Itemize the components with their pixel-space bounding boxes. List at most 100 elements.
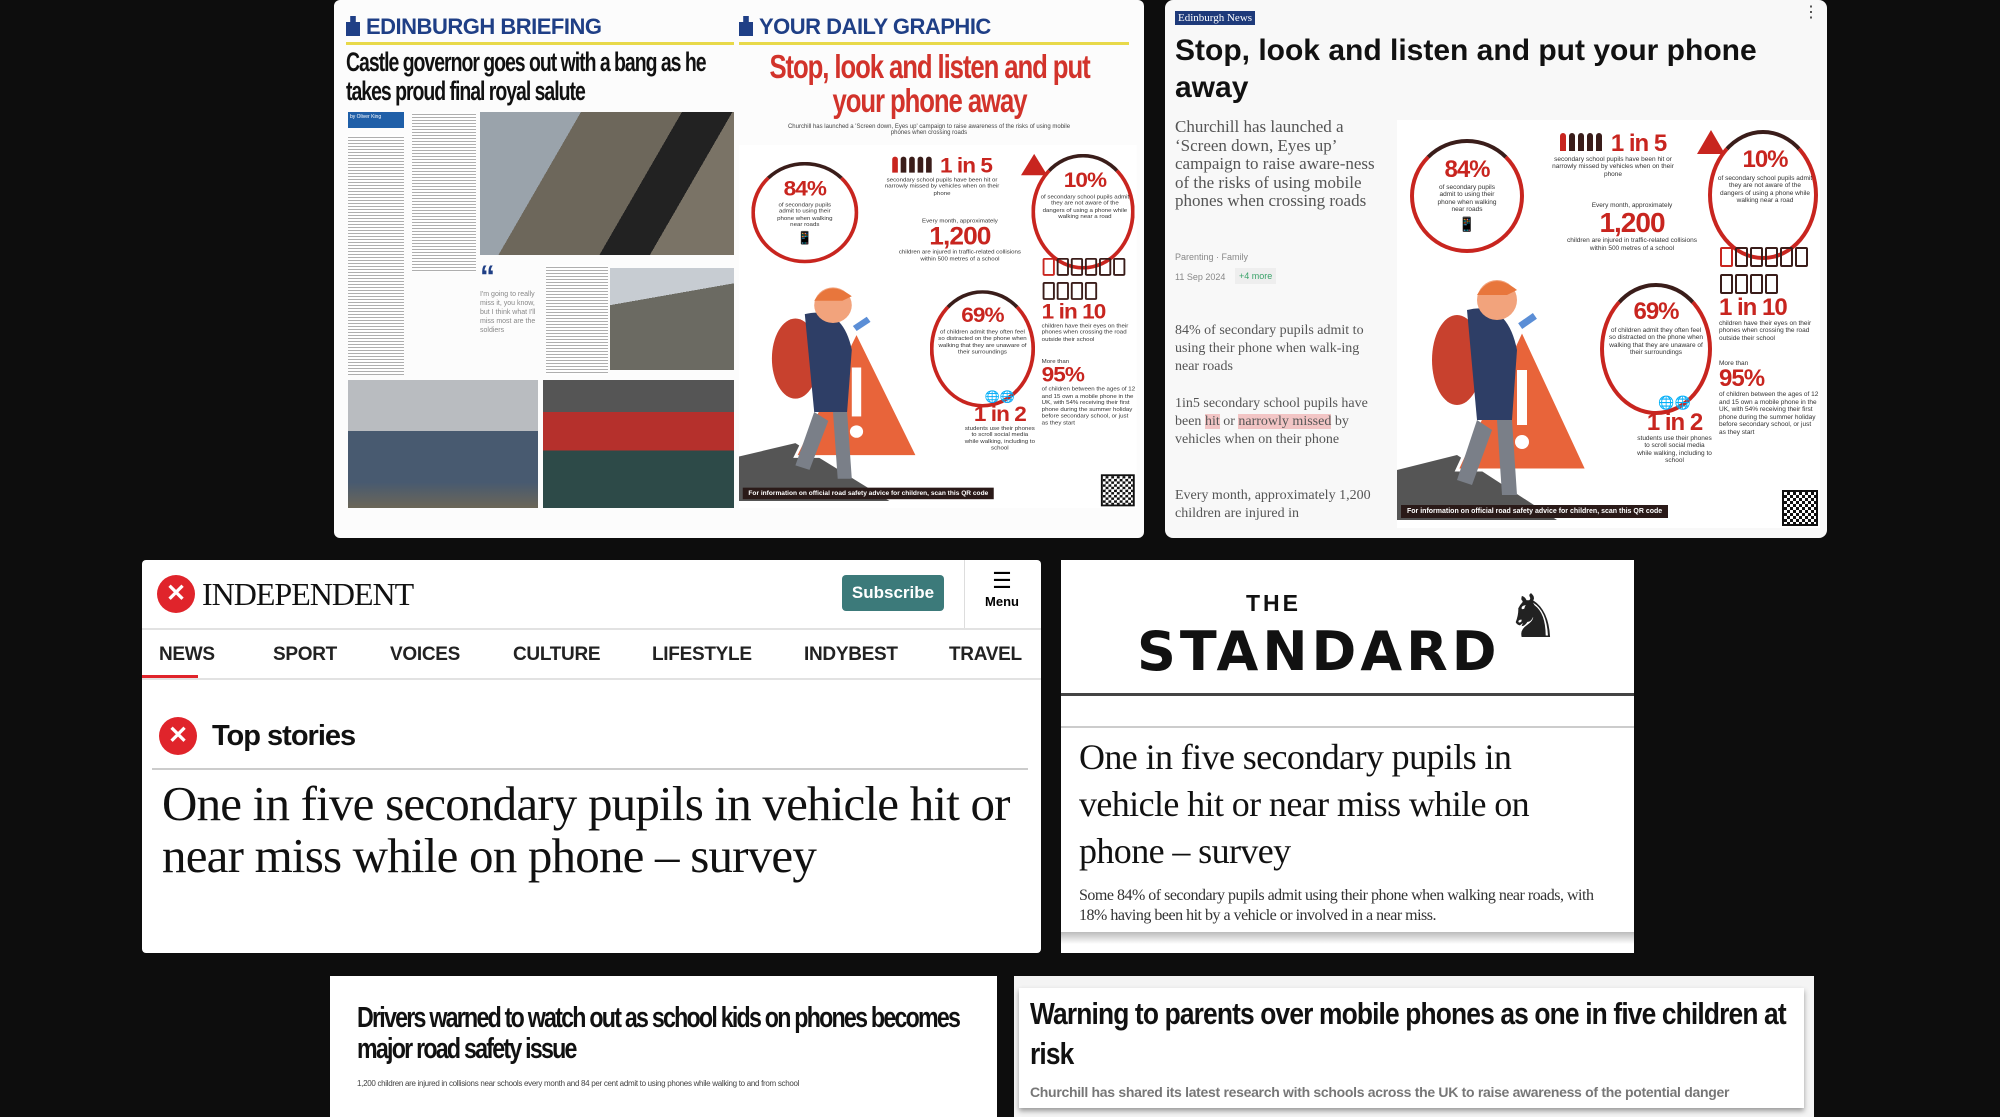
stat-69-percent: 69% of children admit they often feel so … [1609,300,1703,357]
stat-1-in-5: 1 in 5 secondary school pupils have been … [1543,132,1683,178]
card-surface [1019,988,1804,1108]
qr-code[interactable] [1100,474,1135,507]
nav-lifestyle[interactable]: LIFESTYLE [652,644,752,665]
stat-84-percent: 84% of secondary pupils admit to using th… [1417,158,1517,233]
article-title[interactable]: Stop, look and listen and put your phone… [1175,34,1757,104]
cherub-logo-icon: ♞ [1506,583,1560,650]
phone-icons-grid [1042,257,1136,305]
warning-icon [1697,130,1725,154]
article-tags[interactable]: Parenting · Family [1175,252,1249,262]
nav-indybest[interactable]: INDYBEST [804,644,898,665]
eagle-logo-icon: ✕ [157,575,195,613]
article-paragraph: 84% of secondary pupils admit to using t… [1175,323,1364,374]
headline[interactable]: Drivers warned to watch out as school ki… [357,1002,961,1065]
phone-tap-icon: 📱 [1458,215,1476,232]
hamburger-icon: ☰ [992,568,1012,593]
section-header-edinburgh-briefing: EDINBURGH BRIEFING [346,14,734,45]
stat-text: of children admit they often feel so dis… [938,329,1027,356]
phone-tap-icon: 📱 [796,230,813,245]
active-tab-indicator [142,675,198,680]
stat-text: children are injured in traffic-related … [1567,237,1697,252]
stat-value: 1 in 2 [973,402,1027,427]
graphic-intro: Churchill has launched a 'Screen down, E… [787,124,1071,136]
boy-on-phone-illustration [739,287,920,501]
stat-text: children have their eyes on their phones… [1719,320,1812,342]
headline[interactable]: One in five secondary pupils in vehicle … [1079,737,1530,871]
shadow-divider [1061,932,1634,944]
stat-text: children are injured in traffic-related … [898,249,1021,263]
stat-text: students use their phones to scroll soci… [1637,435,1712,465]
stat-1-in-10: 1 in 10 children have their eyes on their… [1042,301,1136,343]
stat-value: 1 in 5 [1610,130,1667,157]
stat-text: of secondary pupils admit to using their… [1437,184,1497,214]
headline-card-warning-to-parents: Warning to parents over mobile phones as… [1014,976,1814,1117]
stat-text: of children between the ages of 12 and 1… [1041,386,1136,427]
stat-text: secondary school pupils have been hit or… [1552,156,1674,178]
qr-footer-text: For information on official road safety … [1401,505,1669,518]
menu-button[interactable]: ☰ Menu [977,568,1027,624]
nav-culture[interactable]: CULTURE [513,644,601,665]
text: by vehicles when on their phone [1175,414,1349,447]
stat-ring [1708,130,1818,260]
warning-icon [1021,153,1048,176]
section-title: EDINBURGH BRIEFING [366,14,602,39]
stat-pretext: Every month, approximately [922,217,998,225]
body-text-column [412,112,476,272]
subscribe-button[interactable]: Subscribe [842,575,944,611]
article-lead: Churchill has launched a ‘Screen down, E… [1175,117,1375,210]
divider [1061,693,1634,696]
photo-castle-governor [480,112,734,255]
more-tags-button[interactable]: +4 more [1235,268,1277,284]
standard-page: THE STANDARD ♞ One in five secondary pup… [1061,560,1634,953]
stat-84-percent: 84% of secondary pupils admit to using th… [758,178,852,246]
menu-label: Menu [985,594,1019,609]
nav-travel[interactable]: TRAVEL [949,644,1022,665]
stat-95-percent: More than 95% of children between the ages… [1719,360,1819,436]
people-icons [1559,132,1605,156]
stat-value: 1 in 10 [1719,294,1788,321]
stat-69-percent: 69% of children admit they often feel so … [938,305,1026,356]
nav-sport[interactable]: SPORT [273,644,337,665]
road-safety-infographic: 84% of secondary pupils admit to using th… [739,145,1137,509]
stat-text: of secondary school pupils admit they ar… [1040,193,1130,221]
logo-the: THE [1246,590,1301,616]
stat-1-in-2: 🌐🌐 1 in 2 students use their phones to scr… [1637,395,1712,465]
globe-icons: 🌐🌐 [1658,395,1691,410]
byline: by Oliver King [348,112,404,128]
stat-ring [1600,283,1712,415]
headline[interactable]: Warning to parents over mobile phones as… [1030,996,1787,1071]
divider [142,678,1041,680]
highlight: hit [1204,414,1220,429]
stat-value: 69% [1633,298,1679,325]
more-options-icon[interactable]: ⋮ [1803,4,1819,21]
pull-quote: I'm going to really miss it, you know, b… [480,291,536,335]
stat-value: 95% [1041,363,1085,388]
headline[interactable]: One in five secondary pupils in vehicle … [162,776,1011,883]
stat-value: 69% [961,303,1004,328]
edinburgh-news-card[interactable]: Edinburgh News ⋮ Stop, look and listen a… [1165,0,1827,538]
site-logo[interactable]: INDEPENDENT [202,576,414,612]
qr-code[interactable] [1782,490,1818,526]
stat-1200: Every month, approximately 1,200 children … [894,218,1026,263]
nav-voices[interactable]: VOICES [390,644,460,665]
independent-page: ✕ INDEPENDENT Subscribe ☰ Menu NEWS SPOR… [142,560,1041,953]
qr-footer-text: For information on official road safety … [742,487,994,500]
eagle-logo-icon: ✕ [159,717,197,755]
body-text-column [348,135,404,375]
divider [964,560,965,628]
stat-pretext: Every month, approximately [1591,202,1673,209]
stat-1-in-2: 🌐🌐 1 in 2 students use their phones to scr… [965,390,1036,452]
nav-news[interactable]: NEWS [159,644,215,665]
stat-ring [1410,139,1524,253]
quote-icon: “ [480,260,495,293]
text: or [1219,414,1239,429]
graphic-headline: Stop, look and listen and put your phone… [769,48,1090,119]
section-header-your-daily-graphic: YOUR DAILY GRAPHIC [739,14,1129,45]
stat-value: 1 in 5 [939,153,993,178]
stat-ring [751,161,859,264]
headline-card-drivers-warned: Drivers warned to watch out as school ki… [330,976,997,1117]
article-headline: Castle governor goes out with a bang as … [346,47,707,106]
photo-gun-salute [348,380,538,508]
section-title: Top stories [212,720,356,752]
site-logo[interactable]: STANDARD [1137,620,1501,683]
